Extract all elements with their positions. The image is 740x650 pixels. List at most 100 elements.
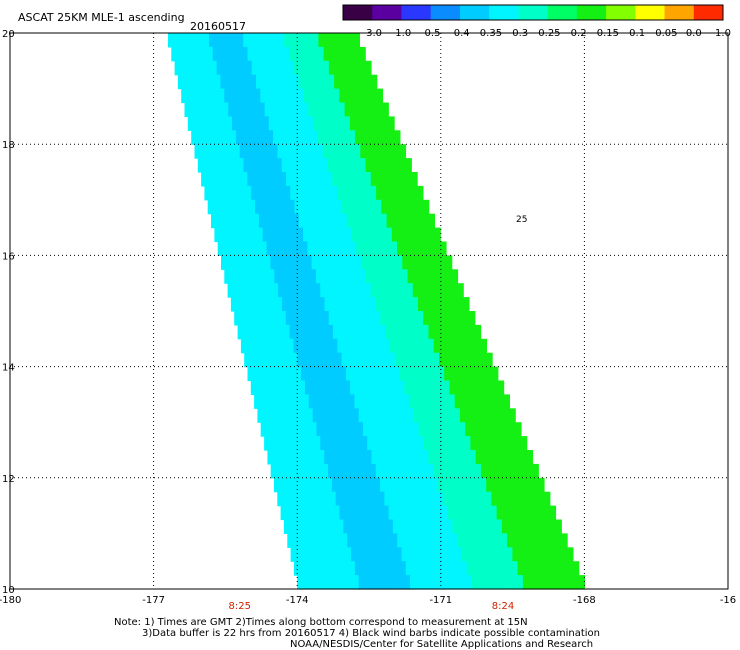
- swath-cell: [471, 575, 483, 590]
- swath-cell: [436, 561, 448, 576]
- swath-cell: [195, 60, 204, 76]
- swath-cell: [413, 408, 424, 423]
- swath-cell: [181, 33, 189, 48]
- swath-cell: [263, 33, 272, 48]
- swath-cell: [338, 575, 350, 590]
- swath-cell: [312, 158, 321, 173]
- swath-cell: [447, 477, 458, 493]
- swath-cell: [482, 547, 493, 562]
- swath-cell: [483, 352, 493, 368]
- swath-cell: [305, 450, 316, 465]
- wind-barb-label: 25: [516, 215, 527, 225]
- swath-cell: [310, 547, 322, 562]
- swath-cell: [409, 422, 420, 437]
- swath-cell: [517, 533, 528, 548]
- swath-cell: [466, 311, 476, 326]
- swath-cell: [310, 505, 321, 521]
- swath-cell: [293, 519, 305, 534]
- swath-cell: [321, 60, 330, 76]
- swath-cell: [324, 172, 333, 187]
- swath-cell: [349, 116, 358, 131]
- swath-cell: [226, 46, 235, 62]
- swath-cell: [384, 491, 395, 507]
- swath-cell: [355, 130, 364, 145]
- swath-cell: [317, 88, 326, 104]
- swath-cell: [470, 436, 481, 451]
- swath-cell: [324, 324, 334, 340]
- swath-cell: [375, 88, 384, 104]
- swath-cell: [258, 130, 267, 145]
- swath-cell: [314, 213, 324, 229]
- swath-cell: [315, 241, 325, 256]
- swath-cell: [305, 74, 314, 90]
- swath-cell: [386, 116, 395, 131]
- swath-cell: [299, 463, 310, 479]
- swath-cell: [472, 394, 483, 409]
- swath-cell: [300, 144, 309, 159]
- swath-cell: [472, 519, 483, 534]
- swath-cell: [367, 227, 377, 243]
- swath-cell: [332, 33, 340, 48]
- swath-cell: [442, 491, 453, 507]
- swath-cell: [270, 255, 280, 270]
- swath-cell: [185, 46, 193, 62]
- swath-cell: [327, 533, 338, 548]
- swath-cell: [386, 380, 396, 395]
- swath-cell: [426, 561, 437, 576]
- swath-cell: [313, 116, 321, 131]
- swath-cell: [442, 436, 453, 451]
- swath-cell: [207, 199, 217, 215]
- swath-cell: [305, 380, 315, 395]
- swath-cell: [303, 227, 312, 243]
- swath-cell: [456, 450, 467, 465]
- swath-cell: [328, 311, 338, 326]
- swath-cell: [236, 33, 244, 48]
- swath-cell: [440, 575, 452, 590]
- swath-cell: [401, 297, 411, 312]
- swath-cell: [502, 575, 514, 590]
- swath-cell: [311, 227, 320, 243]
- swath-cell: [436, 394, 447, 409]
- swath-cell: [454, 283, 464, 298]
- swath-cell: [520, 491, 531, 507]
- swath-cell: [377, 352, 387, 368]
- chart-title: ASCAT 25KM MLE-1 ascending: [18, 11, 185, 24]
- swath-cell: [535, 505, 547, 521]
- swath-cell: [445, 324, 456, 340]
- swath-cell: [540, 491, 551, 507]
- swath-cell: [197, 158, 206, 173]
- swath-cell: [253, 88, 261, 104]
- swath-cell: [303, 255, 313, 270]
- swath-cell: [445, 394, 456, 409]
- swath-cell: [367, 436, 378, 451]
- swath-cell: [205, 46, 214, 62]
- swath-cell: [314, 450, 325, 465]
- swath-cell: [276, 116, 285, 131]
- swath-cell: [213, 130, 222, 145]
- swath-cell: [457, 533, 468, 548]
- swath-cell: [279, 60, 288, 76]
- swath-cell: [541, 519, 552, 534]
- swath-cell: [530, 491, 541, 507]
- y-tick-label: 14: [2, 363, 15, 374]
- swath-cell: [310, 366, 320, 382]
- swath-cell: [432, 519, 443, 534]
- swath-cell: [194, 144, 203, 159]
- swath-cell: [238, 227, 248, 243]
- colorbar-swatch: [606, 5, 636, 20]
- swath-cell: [498, 436, 509, 451]
- swath-cell: [486, 477, 497, 493]
- swath-cell: [356, 241, 366, 256]
- swath-cell: [298, 74, 307, 90]
- swath-cell: [282, 241, 292, 256]
- swath-cell: [509, 463, 520, 479]
- swath-cell: [500, 394, 510, 409]
- swath-cell: [263, 394, 273, 409]
- swath-cell: [421, 283, 431, 298]
- swath-cell: [380, 241, 390, 256]
- swath-cell: [369, 74, 378, 90]
- swath-cell: [303, 88, 312, 104]
- swath-cell: [315, 102, 324, 117]
- swath-cell: [501, 519, 513, 534]
- swath-cell: [293, 561, 305, 576]
